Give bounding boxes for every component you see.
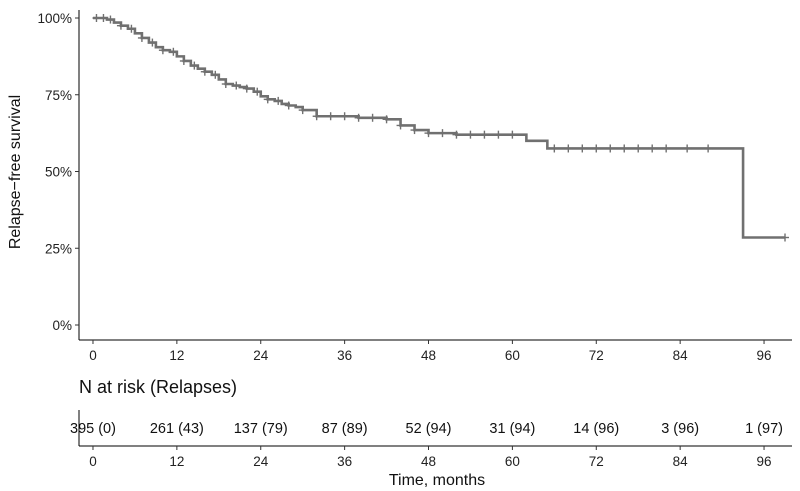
- censor-mark: [424, 129, 433, 138]
- risk-x-tick-label: 36: [337, 454, 352, 469]
- censor-mark: [634, 144, 643, 153]
- censor-mark: [382, 115, 391, 124]
- censor-mark: [662, 144, 671, 153]
- censor-mark: [200, 67, 209, 76]
- x-axis: 0 12 24 36 48 60 72 84 96: [79, 339, 792, 363]
- x-tick-label: 12: [169, 348, 184, 363]
- x-tick-label: 24: [253, 348, 269, 363]
- censor-mark: [704, 144, 713, 153]
- censor-mark: [368, 113, 377, 122]
- censor-mark: [452, 130, 461, 139]
- censor-mark: [190, 61, 199, 70]
- censor-mark: [648, 144, 657, 153]
- censor-mark: [480, 130, 489, 139]
- censor-mark: [354, 113, 363, 122]
- censor-mark: [99, 14, 108, 22]
- risk-x-tick-label: 48: [421, 454, 436, 469]
- censor-mark: [466, 130, 475, 139]
- censor-mark: [340, 112, 349, 121]
- risk-x-tick-label: 24: [253, 454, 269, 469]
- censor-mark: [620, 144, 629, 153]
- censor-mark: [298, 106, 307, 115]
- censor-mark: [116, 21, 125, 30]
- censor-mark: [263, 95, 272, 104]
- censor-mark: [494, 130, 503, 139]
- censor-mark: [508, 130, 517, 139]
- censor-mark: [326, 112, 335, 121]
- risk-table-cell: 14 (96): [573, 421, 619, 437]
- censor-mark: [148, 38, 157, 47]
- x-tick-label: 60: [505, 348, 520, 363]
- censor-mark: [284, 101, 293, 110]
- risk-table: 395 (0) 261 (43) 137 (79) 87 (89) 52 (94) 31 …: [70, 421, 783, 437]
- y-axis-title: Relapse−free survival: [7, 95, 24, 249]
- censor-mark: [242, 84, 251, 93]
- y-tick-label: 100%: [37, 11, 72, 26]
- y-axis: 0% 25% 50% 75% 100%: [37, 10, 80, 340]
- x-tick-label: 84: [673, 348, 689, 363]
- y-tick-label: 50%: [45, 165, 72, 180]
- censor-mark: [550, 144, 559, 153]
- censor-mark: [169, 47, 178, 56]
- censor-mark: [92, 14, 101, 22]
- censor-mark: [312, 112, 321, 121]
- x-tick-label: 0: [89, 348, 97, 363]
- censor-mark: [127, 24, 136, 33]
- x-axis-title: Time, months: [389, 472, 485, 489]
- y-tick-label: 25%: [45, 241, 72, 256]
- y-tick-label: 0%: [52, 318, 72, 333]
- censor-mark: [578, 144, 587, 153]
- risk-x-tick-label: 96: [757, 454, 772, 469]
- x-tick-label: 72: [589, 348, 604, 363]
- censor-mark: [232, 81, 241, 90]
- censor-mark: [592, 144, 601, 153]
- censor-mark: [158, 46, 167, 55]
- y-tick-label: 75%: [45, 88, 72, 103]
- risk-table-cell: 261 (43): [150, 421, 204, 437]
- censor-mark: [253, 87, 262, 96]
- risk-table-cell: 3 (96): [661, 421, 699, 437]
- risk-x-tick-label: 12: [169, 454, 184, 469]
- plot-area: [92, 14, 790, 242]
- risk-x-tick-label: 84: [673, 454, 689, 469]
- censor-mark: [781, 233, 790, 242]
- risk-table-cell: 395 (0): [70, 421, 116, 437]
- x-tick-label: 48: [421, 348, 436, 363]
- censor-mark: [438, 129, 447, 138]
- risk-x-tick-label: 72: [589, 454, 604, 469]
- censor-mark: [221, 80, 230, 89]
- risk-x-tick-label: 0: [89, 454, 97, 469]
- censor-mark: [179, 56, 188, 65]
- censor-mark: [683, 144, 692, 153]
- censor-mark: [410, 126, 419, 135]
- risk-table-cell: 137 (79): [234, 421, 288, 437]
- risk-table-x-axis: 0 12 24 36 48 60 72 84 96: [78, 410, 792, 469]
- censor-mark: [274, 96, 283, 105]
- risk-table-cell: 87 (89): [322, 421, 368, 437]
- risk-x-tick-label: 60: [505, 454, 520, 469]
- survival-curve: [92, 16, 786, 239]
- x-tick-label: 96: [757, 348, 772, 363]
- x-tick-label: 36: [337, 348, 352, 363]
- censor-mark: [396, 121, 405, 130]
- censor-mark: [137, 33, 146, 42]
- censor-mark: [211, 70, 220, 79]
- risk-table-cell: 31 (94): [489, 421, 535, 437]
- risk-table-cell: 1 (97): [745, 421, 783, 437]
- risk-table-title: N at risk (Relapses): [79, 377, 237, 397]
- censor-mark: [564, 144, 573, 153]
- censor-mark: [106, 15, 115, 24]
- censor-mark: [606, 144, 615, 153]
- risk-table-cell: 52 (94): [406, 421, 452, 437]
